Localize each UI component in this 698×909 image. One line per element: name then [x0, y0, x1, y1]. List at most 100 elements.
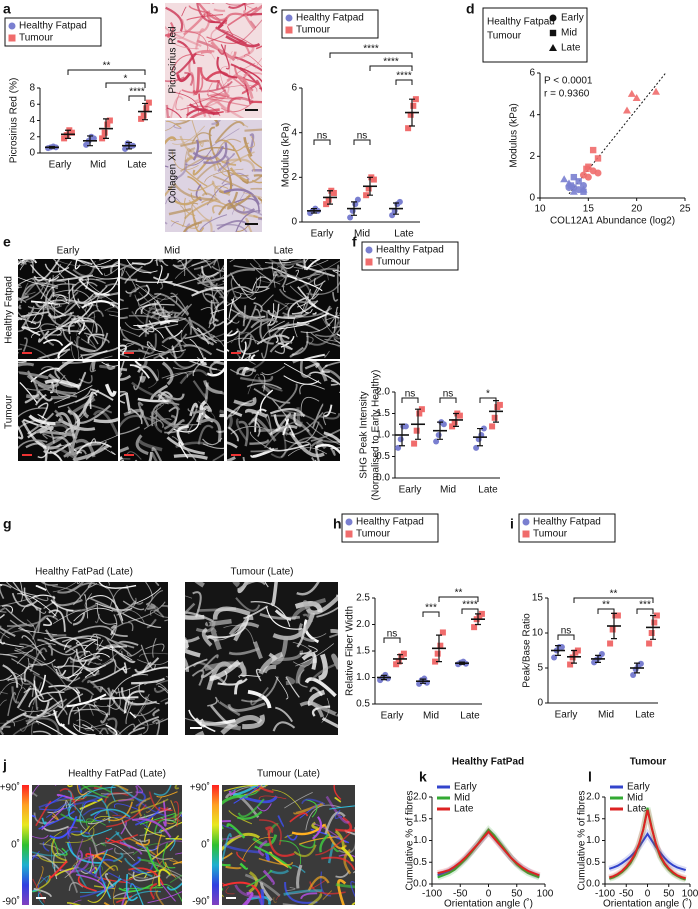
fiber: [139, 375, 147, 383]
y-tick-label: 0: [291, 217, 297, 228]
fiber: [200, 50, 213, 54]
fiber: [230, 308, 249, 319]
y-tick-label: 1.0: [376, 430, 390, 441]
x-tick-label: 100: [682, 889, 698, 900]
fiber: [247, 153, 262, 169]
fiber: [185, 154, 193, 163]
fiber: [105, 283, 118, 287]
fiber: [82, 807, 119, 816]
fiber: [284, 421, 320, 444]
fiber: [222, 852, 233, 860]
point: [569, 187, 578, 195]
fiber: [263, 421, 302, 449]
fiber: [298, 623, 315, 643]
fiber: [54, 367, 61, 380]
fiber: [305, 321, 340, 346]
fiber: [18, 371, 49, 380]
fiber: [198, 214, 228, 232]
fiber: [156, 791, 178, 798]
fiber: [31, 327, 63, 339]
fiber: [82, 800, 98, 808]
micrograph: [18, 361, 118, 461]
fiber: [96, 639, 104, 651]
fiber: [25, 282, 44, 302]
fiber: [237, 203, 262, 216]
fiber: [19, 278, 48, 302]
fiber: [307, 875, 330, 892]
fiber: [277, 383, 298, 410]
y-tick-label: 8: [29, 83, 35, 94]
fiber: [16, 685, 32, 709]
significance-bracket: [439, 397, 457, 403]
fiber: [148, 791, 169, 812]
fiber: [31, 675, 36, 697]
error-bar: [399, 423, 405, 447]
fiber: [188, 5, 206, 13]
significance-bracket: [105, 82, 146, 88]
fiber: [229, 259, 255, 263]
fiber: [18, 317, 23, 321]
point: [589, 146, 597, 154]
dot: [451, 419, 458, 426]
fiber: [165, 6, 184, 32]
fiber: [191, 202, 199, 225]
fiber: [250, 318, 278, 329]
fiber: [74, 340, 80, 359]
fiber: [344, 829, 355, 836]
dot: [411, 440, 418, 447]
point: [565, 179, 573, 187]
fiber: [216, 56, 238, 79]
fiber: [49, 815, 78, 839]
fiber: [321, 856, 355, 871]
fiber: [197, 401, 216, 420]
fiber: [247, 411, 258, 426]
y-tick-label: 2.0: [413, 792, 427, 803]
fiber: [91, 361, 96, 372]
colorbar: [212, 785, 219, 905]
fiber: [151, 857, 178, 885]
legend-box: [281, 9, 379, 39]
colorbar: [22, 785, 29, 905]
x-tick-label: 50: [511, 889, 523, 900]
fiber: [107, 801, 133, 822]
fiber: [284, 300, 318, 304]
fiber: [222, 882, 228, 887]
error-bar: [437, 421, 443, 440]
fiber: [271, 262, 276, 288]
fiber: [218, 202, 237, 216]
fiber: [307, 892, 323, 905]
fiber: [135, 283, 162, 307]
fiber: [331, 325, 340, 329]
panel-label: i: [510, 516, 514, 532]
fiber: [87, 650, 103, 661]
micrograph: [120, 259, 224, 359]
fiber: [43, 601, 56, 610]
fiber: [171, 345, 178, 359]
chart-title: Tumour: [630, 757, 667, 768]
fiber: [75, 640, 89, 647]
fiber: [56, 274, 94, 282]
fiber: [104, 873, 115, 888]
fiber: [146, 341, 157, 351]
fiber: [84, 666, 102, 678]
fiber: [59, 412, 87, 434]
fiber: [32, 791, 38, 798]
fiber: [311, 705, 331, 717]
fiber: [222, 834, 243, 840]
fiber: [66, 609, 73, 624]
legend-label: Tumour: [19, 33, 54, 44]
legend-label: Mid: [627, 793, 643, 804]
point: [623, 106, 631, 114]
fiber: [219, 409, 224, 414]
fiber: [322, 890, 333, 900]
fiber: [148, 862, 182, 877]
significance-bracket: [479, 397, 497, 403]
fiber: [87, 404, 113, 414]
fiber: [216, 139, 242, 163]
fiber: [56, 666, 81, 682]
fiber: [18, 259, 38, 266]
error-bar: [415, 408, 421, 440]
dot: [449, 423, 456, 430]
fiber: [2, 664, 19, 688]
significance-label: **: [602, 600, 610, 611]
